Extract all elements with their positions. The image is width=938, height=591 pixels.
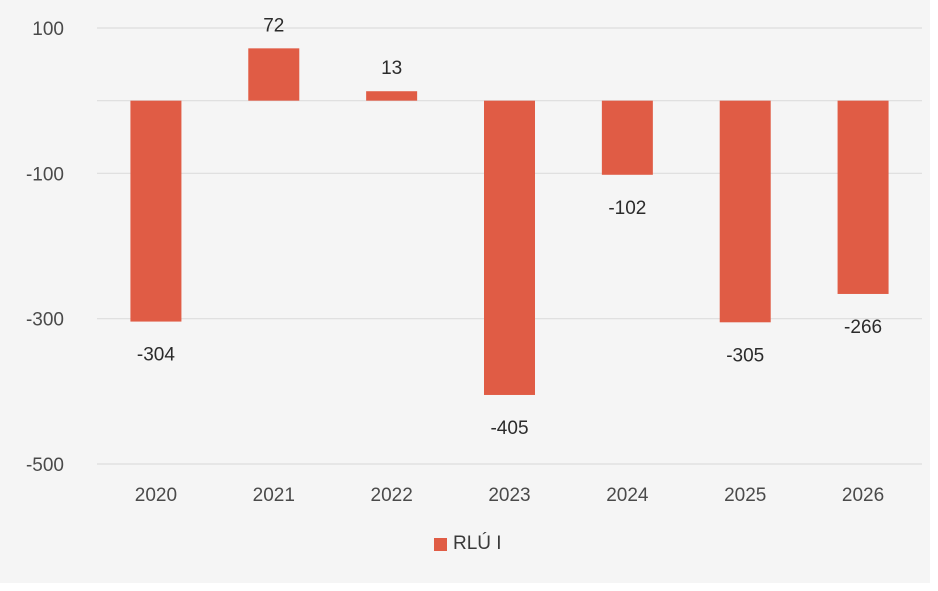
- x-tick-label-2020: 2020: [135, 485, 177, 506]
- data-label-2026: -266: [844, 317, 882, 338]
- y-tick-label: -100: [26, 164, 64, 185]
- legend-label: RLÚ I: [453, 533, 502, 554]
- x-tick-label-2026: 2026: [842, 485, 884, 506]
- bar-2023: [484, 100, 535, 395]
- x-tick-label-2021: 2021: [253, 485, 295, 506]
- data-label-2023: -405: [490, 418, 528, 439]
- x-tick-label-2023: 2023: [488, 485, 530, 506]
- x-tick-label-2025: 2025: [724, 485, 766, 506]
- bar-2025: [719, 100, 771, 323]
- y-tick-label: -500: [26, 455, 64, 476]
- chart-panel: 100 -100 -300 -500 -304 2020 72 2021 13 2022 -405 2…: [25, 15, 922, 555]
- y-tick-label: 100: [32, 19, 64, 40]
- bar-2020: [130, 100, 182, 322]
- bar-chart: 100 -100 -300 -500 -304 2020 72 2021 13 2022 -405 2…: [26, 15, 922, 506]
- x-tick-label-2024: 2024: [606, 485, 649, 506]
- data-label-2024: -102: [608, 198, 646, 219]
- x-tick-label-2022: 2022: [371, 485, 413, 506]
- y-tick-label: -300: [26, 310, 64, 331]
- bar-layer: [130, 48, 889, 395]
- bar-2021: [248, 48, 300, 101]
- data-label-2025: -305: [726, 345, 764, 366]
- bar-2022: [366, 91, 418, 101]
- data-label-2021: 72: [263, 15, 284, 36]
- bar-2024: [601, 100, 653, 175]
- legend-swatch: [434, 537, 447, 551]
- bar-2026: [837, 100, 889, 294]
- legend: RLÚ I: [434, 533, 502, 555]
- label-layer: 100 -100 -300 -500 -304 2020 72 2021 13 2022 -405 2…: [26, 15, 884, 506]
- data-label-2022: 13: [381, 58, 402, 79]
- data-label-2020: -304: [137, 345, 175, 366]
